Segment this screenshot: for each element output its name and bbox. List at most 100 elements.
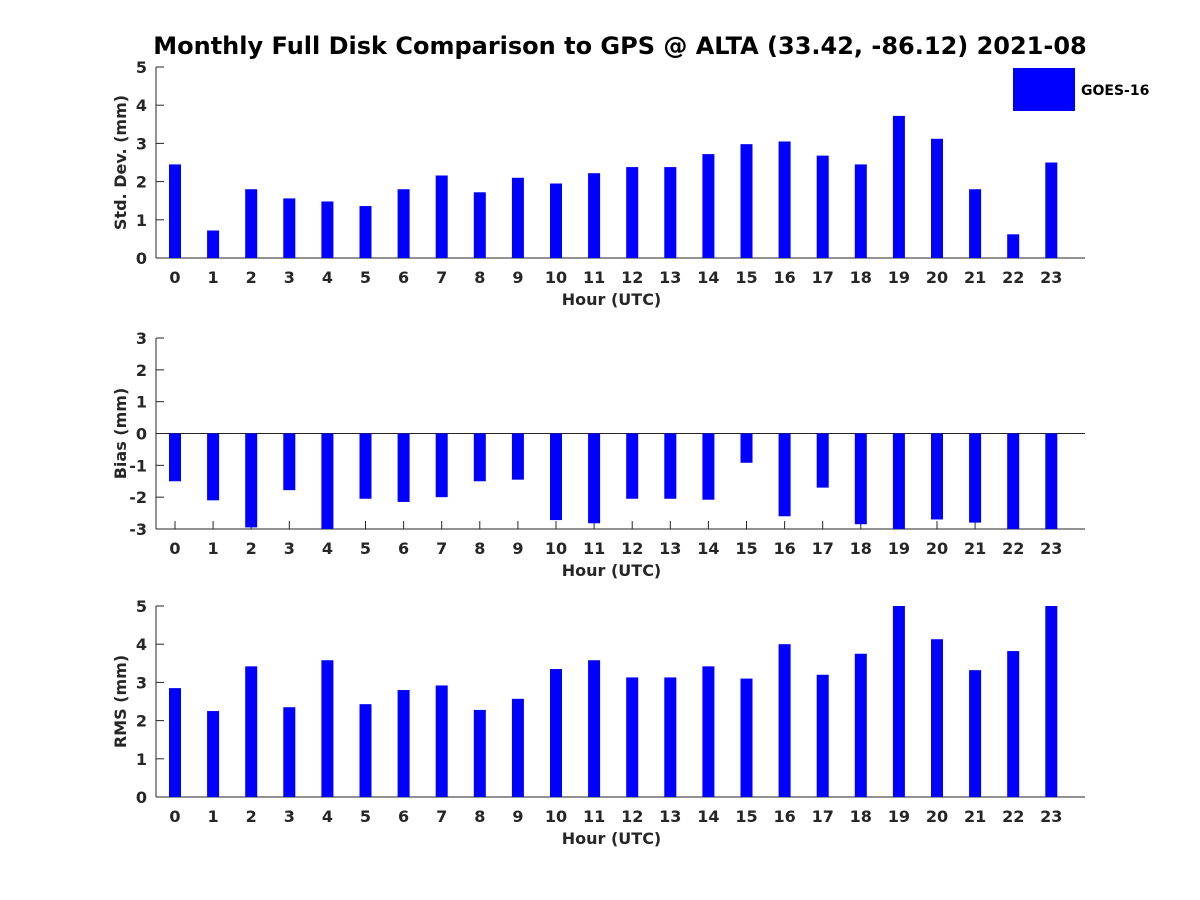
bar-hour-5: [359, 704, 372, 797]
bar-hour-21: [969, 433, 982, 523]
y-axis-label: Bias (mm): [111, 388, 130, 480]
x-tick-label: 18: [850, 268, 872, 287]
x-tick-label: 19: [888, 268, 910, 287]
x-tick-label: 9: [512, 807, 523, 826]
x-axis-label: Hour (UTC): [562, 290, 662, 309]
x-tick-label: 21: [964, 807, 986, 826]
y-tick-label: 1: [136, 211, 147, 230]
y-tick-label: 2: [136, 712, 147, 731]
x-tick-label: 20: [926, 268, 948, 287]
y-tick-label: -2: [129, 488, 147, 507]
bar-hour-19: [892, 433, 905, 529]
bar-hour-14: [702, 666, 715, 797]
x-tick-label: 23: [1040, 539, 1062, 558]
x-tick-label: 22: [1002, 539, 1024, 558]
bar-hour-5: [359, 206, 372, 258]
x-tick-label: 2: [246, 268, 257, 287]
y-tick-label: 2: [136, 361, 147, 380]
x-tick-label: 6: [398, 268, 409, 287]
y-axis-label: RMS (mm): [111, 655, 130, 748]
x-tick-label: 7: [436, 268, 447, 287]
x-tick-label: 22: [1002, 807, 1024, 826]
bar-hour-19: [892, 115, 905, 259]
bar-hour-20: [931, 138, 943, 258]
y-tick-label: 2: [136, 173, 147, 192]
bar-hour-23: [1045, 606, 1058, 797]
bar-hour-2: [245, 189, 258, 258]
bar-hour-7: [435, 175, 448, 258]
x-tick-label: 11: [583, 539, 605, 558]
bar-hour-21: [969, 670, 982, 797]
bar-hour-0: [169, 433, 181, 482]
bar-hour-2: [245, 433, 258, 528]
x-tick-label: 16: [773, 268, 795, 287]
x-tick-label: 8: [474, 268, 485, 287]
y-tick-label: 5: [136, 58, 147, 77]
bar-hour-18: [854, 653, 867, 797]
x-axis-label: Hour (UTC): [562, 561, 662, 580]
y-tick-label: 3: [136, 134, 147, 153]
bar-hour-3: [283, 707, 296, 797]
x-tick-label: 9: [512, 539, 523, 558]
x-tick-label: 0: [169, 807, 180, 826]
bar-hour-13: [664, 677, 677, 797]
bar-hour-20: [931, 639, 943, 797]
bar-hour-22: [1007, 234, 1020, 258]
x-tick-label: 13: [659, 807, 681, 826]
bar-hour-16: [778, 433, 791, 517]
bar-hour-1: [207, 433, 220, 501]
bar-hour-18: [854, 164, 867, 258]
x-axis-label: Hour (UTC): [562, 829, 662, 848]
bar-hour-14: [702, 433, 715, 500]
bar-hour-19: [892, 606, 905, 797]
x-tick-label: 0: [169, 268, 180, 287]
bar-hour-12: [626, 433, 639, 499]
bar-hour-9: [511, 698, 524, 797]
x-tick-label: 19: [888, 807, 910, 826]
x-tick-label: 16: [773, 539, 795, 558]
bar-hour-1: [207, 711, 220, 797]
x-tick-label: 3: [284, 807, 295, 826]
x-tick-label: 9: [512, 268, 523, 287]
bar-hour-17: [816, 433, 829, 488]
y-tick-label: 0: [136, 425, 147, 444]
bar-hour-6: [397, 189, 410, 258]
x-tick-label: 6: [398, 539, 409, 558]
x-tick-label: 16: [773, 807, 795, 826]
x-tick-label: 21: [964, 268, 986, 287]
bar-hour-0: [169, 164, 181, 258]
x-tick-label: 3: [284, 268, 295, 287]
x-tick-label: 12: [621, 539, 643, 558]
x-tick-label: 11: [583, 268, 605, 287]
x-tick-label: 7: [436, 807, 447, 826]
x-tick-label: 13: [659, 539, 681, 558]
bar-hour-9: [511, 177, 524, 258]
y-tick-label: 0: [136, 788, 147, 807]
bar-hour-20: [931, 433, 943, 520]
chart-title: Monthly Full Disk Comparison to GPS @ AL…: [153, 32, 1087, 60]
bar-hour-10: [550, 669, 562, 797]
y-tick-label: -1: [129, 456, 147, 475]
bar-hour-15: [740, 144, 753, 258]
x-tick-label: 5: [360, 539, 371, 558]
y-tick-label: 5: [136, 597, 147, 616]
bar-hour-10: [550, 183, 562, 258]
y-tick-label: 3: [136, 329, 147, 348]
x-tick-label: 11: [583, 807, 605, 826]
x-tick-label: 8: [474, 807, 485, 826]
x-tick-label: 23: [1040, 268, 1062, 287]
x-tick-label: 12: [621, 807, 643, 826]
x-tick-label: 4: [322, 268, 333, 287]
x-tick-label: 18: [850, 807, 872, 826]
x-tick-label: 10: [545, 807, 567, 826]
bar-hour-17: [816, 674, 829, 797]
y-tick-label: 1: [136, 750, 147, 769]
x-tick-label: 2: [246, 539, 257, 558]
x-tick-label: 6: [398, 807, 409, 826]
x-tick-label: 15: [735, 539, 757, 558]
bar-hour-22: [1007, 433, 1020, 529]
y-tick-label: -3: [129, 520, 147, 539]
